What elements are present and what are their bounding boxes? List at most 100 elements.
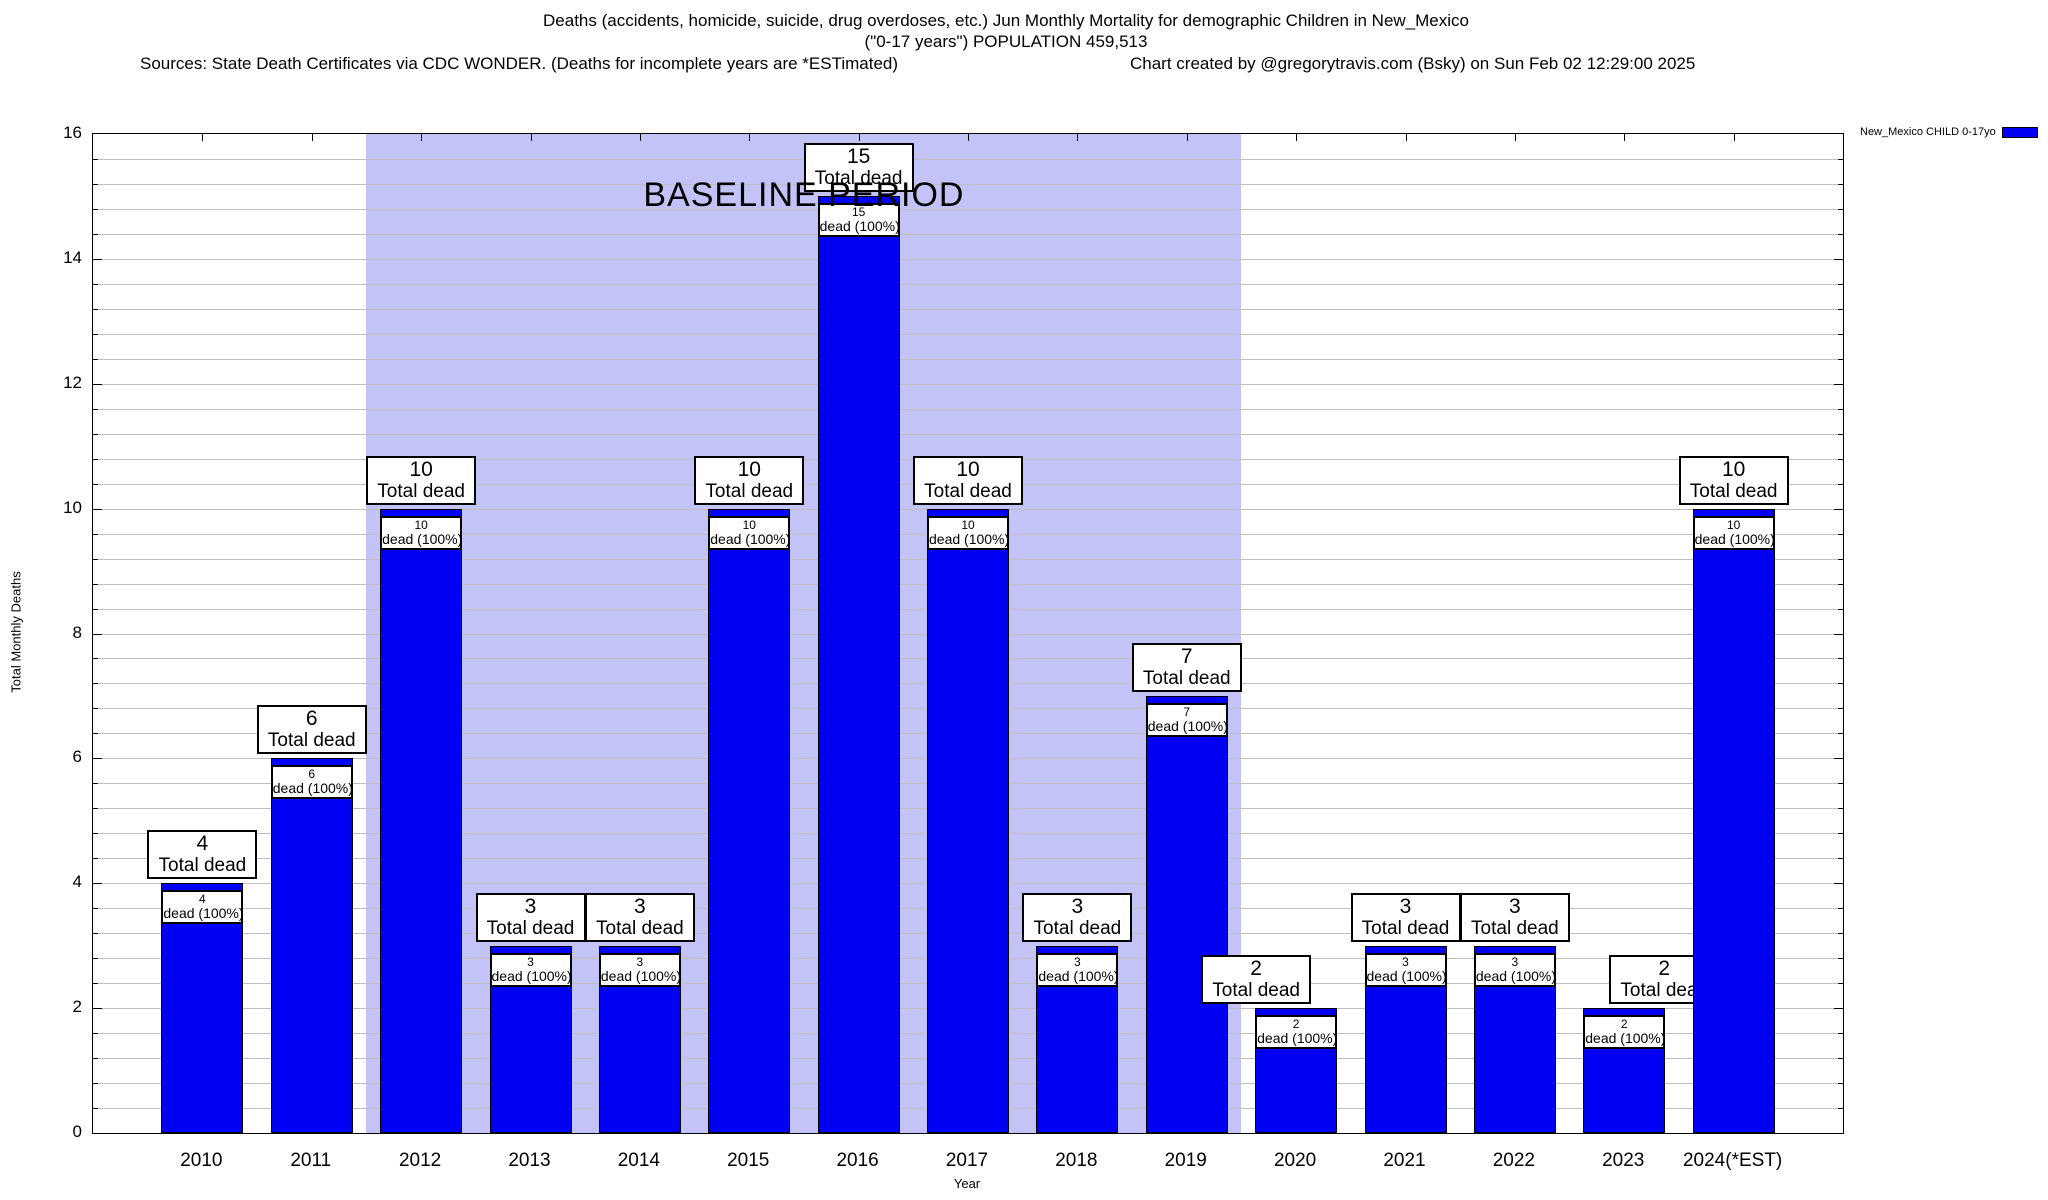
chart-title: Deaths (accidents, homicide, suicide, dr… <box>543 11 1469 30</box>
y-tick-right <box>1838 183 1843 185</box>
on-bar-caption: dead (100%) <box>1366 967 1447 984</box>
y-tick-right <box>1838 333 1843 335</box>
bar-2019 <box>1145 695 1228 1133</box>
y-tick-left <box>93 283 98 285</box>
y-tick-right <box>1838 433 1843 435</box>
y-tick-left <box>93 308 98 310</box>
y-tick-left <box>93 158 98 160</box>
on-bar-value: 2 <box>1620 1017 1628 1032</box>
y-tick-left <box>93 458 98 460</box>
on-bar-label-2011: 6 dead (100%) <box>270 765 353 800</box>
total-dead-caption: Total dead <box>1471 917 1559 939</box>
baseline-period-label: BASELINE PERIOD <box>643 176 965 214</box>
y-tick-right <box>1838 583 1843 585</box>
y-axis-title: Total Monthly Deaths <box>8 571 24 693</box>
on-bar-caption: dead (100%) <box>163 905 244 922</box>
bar-2016 <box>817 196 900 1133</box>
gridline <box>93 233 1843 235</box>
y-tick-left <box>93 608 98 610</box>
on-bar-value: 2 <box>1292 1017 1300 1032</box>
y-tick-right <box>1834 758 1843 760</box>
x-tick-label-2014: 2014 <box>617 1150 661 1171</box>
on-bar-label-2018: 3 dead (100%) <box>1036 952 1119 987</box>
x-tick-label-2016: 2016 <box>836 1150 879 1171</box>
y-tick-left <box>93 183 98 185</box>
total-dead-caption: Total dead <box>705 480 794 502</box>
y-tick-right <box>1838 958 1843 960</box>
x-tick-top <box>1296 134 1298 141</box>
sources-note: Sources: State Death Certificates via CD… <box>140 54 899 73</box>
y-tick-label-12: 12 <box>63 372 82 392</box>
y-tick-right <box>1838 283 1843 285</box>
total-dead-caption: Total dead <box>1212 980 1300 1002</box>
y-tick-left <box>93 758 102 760</box>
x-axis-title: Year <box>953 1176 981 1191</box>
y-tick-right <box>1838 1058 1843 1060</box>
total-dead-label-2014: 3 Total dead <box>584 892 695 942</box>
on-bar-label-2024(*EST): 10 dead (100%) <box>1692 515 1775 550</box>
bar-2017 <box>927 508 1009 1133</box>
y-tick-left <box>93 708 98 710</box>
x-tick-label-2011: 2011 <box>290 1150 332 1171</box>
gridline <box>93 408 1843 410</box>
bar-2015 <box>708 508 791 1133</box>
total-dead-value: 7 <box>1180 644 1193 668</box>
y-tick-left <box>93 858 98 860</box>
y-tick-label-4: 4 <box>72 872 82 892</box>
y-tick-left <box>93 733 98 735</box>
y-tick-left <box>93 1058 98 1060</box>
y-tick-right <box>1838 733 1843 735</box>
y-tick-left <box>93 333 98 335</box>
y-tick-right <box>1838 558 1843 560</box>
y-tick-right <box>1838 458 1843 460</box>
y-tick-right <box>1838 233 1843 235</box>
total-dead-caption: Total dead <box>814 168 903 190</box>
x-tick-label-2021: 2021 <box>1383 1150 1426 1171</box>
x-tick-top <box>202 134 204 141</box>
y-tick-right <box>1834 1008 1843 1010</box>
total-dead-label-2017: 10 Total dead <box>913 455 1023 505</box>
y-tick-left <box>93 1008 102 1010</box>
y-tick-right <box>1838 983 1843 985</box>
y-tick-label-14: 14 <box>63 247 82 267</box>
on-bar-label-2010: 4 dead (100%) <box>161 890 244 925</box>
on-bar-label-2023: 2 dead (100%) <box>1583 1015 1665 1050</box>
y-tick-left <box>93 908 98 910</box>
x-tick-top <box>1624 134 1626 141</box>
gridline <box>93 308 1843 310</box>
y-tick-right <box>1834 258 1843 260</box>
y-tick-right <box>1838 1108 1843 1110</box>
total-dead-value: 4 <box>196 832 209 856</box>
y-tick-left <box>93 433 98 435</box>
bar-2024(*EST) <box>1692 508 1775 1133</box>
total-dead-label-2019: 7 Total dead <box>1131 642 1242 692</box>
y-tick-right <box>1838 158 1843 160</box>
x-tick-label-2023: 2023 <box>1602 1150 1645 1171</box>
y-tick-right <box>1838 408 1843 410</box>
on-bar-caption: dead (100%) <box>1038 967 1119 984</box>
on-bar-label-2013: 3 dead (100%) <box>489 952 572 987</box>
legend-swatch <box>2001 126 2038 138</box>
gridline <box>93 283 1843 285</box>
y-tick-left <box>93 408 98 410</box>
total-dead-caption: Total dead <box>377 480 465 502</box>
total-dead-value: 2 <box>1250 957 1262 981</box>
y-tick-left <box>93 1033 98 1035</box>
y-tick-left <box>93 1108 98 1110</box>
total-dead-label-2024(*EST): 10 Total dead <box>1678 455 1789 505</box>
y-tick-left <box>93 483 98 485</box>
on-bar-value: 3 <box>636 954 644 969</box>
total-dead-value: 6 <box>305 707 318 731</box>
gridline <box>93 383 1843 385</box>
y-tick-right <box>1838 908 1843 910</box>
plot-area: BASELINE PERIOD 4 dead (100%) 4 Total dead 6… <box>92 133 1844 1134</box>
y-tick-left <box>93 633 102 635</box>
y-tick-right <box>1838 533 1843 535</box>
y-tick-right <box>1838 783 1843 785</box>
x-tick-top <box>1733 134 1735 141</box>
y-tick-right <box>1838 833 1843 835</box>
y-tick-left <box>93 383 102 385</box>
x-tick-label-2017: 2017 <box>945 1150 989 1171</box>
total-dead-label-2013: 3 Total dead <box>475 892 586 942</box>
